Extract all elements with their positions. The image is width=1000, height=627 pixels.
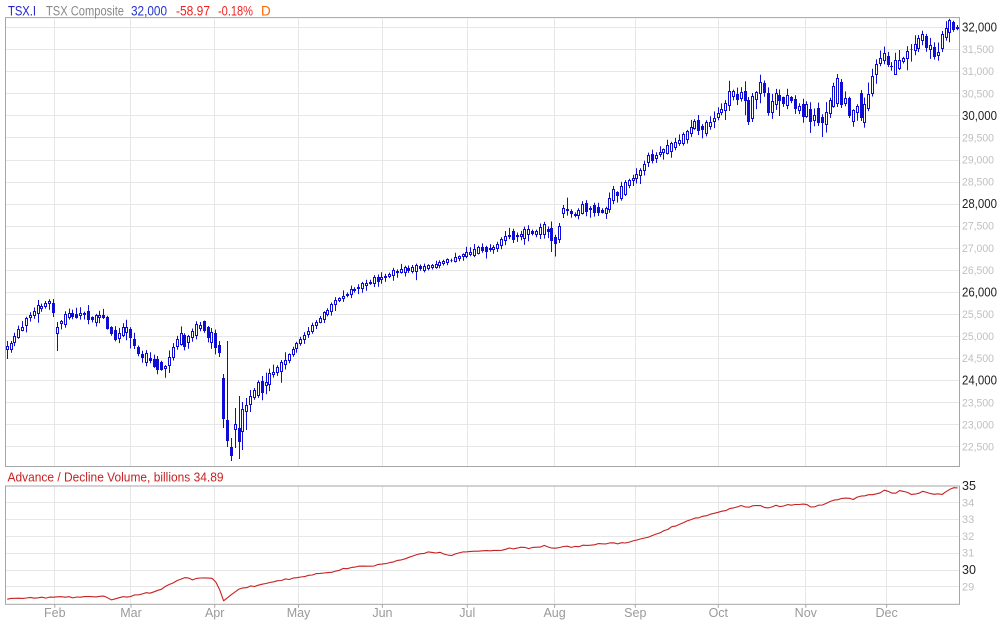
svg-text:Jul: Jul [459, 606, 475, 620]
svg-text:27,500: 27,500 [962, 221, 994, 233]
svg-text:31: 31 [962, 548, 974, 560]
svg-text:Aug: Aug [543, 606, 565, 620]
svg-text:Mar: Mar [120, 606, 142, 620]
svg-text:26,500: 26,500 [962, 265, 994, 277]
svg-text:TSX Composite: TSX Composite [46, 4, 124, 19]
svg-text:33: 33 [962, 514, 974, 526]
svg-text:27,000: 27,000 [962, 243, 994, 255]
svg-text:Jun: Jun [372, 606, 392, 620]
svg-text:Oct: Oct [709, 606, 729, 620]
svg-text:26,000: 26,000 [962, 285, 997, 299]
svg-text:-58.97: -58.97 [176, 4, 210, 19]
svg-text:23,000: 23,000 [962, 419, 994, 431]
svg-text:29,000: 29,000 [962, 155, 994, 167]
svg-text:-0.18%: -0.18% [218, 4, 253, 19]
svg-text:31,000: 31,000 [962, 66, 994, 78]
svg-text:Nov: Nov [795, 606, 818, 620]
svg-text:32: 32 [962, 531, 974, 543]
svg-text:32,000: 32,000 [962, 21, 997, 35]
svg-text:Apr: Apr [205, 606, 224, 620]
svg-text:Feb: Feb [44, 606, 66, 620]
svg-text:22,500: 22,500 [962, 441, 994, 453]
svg-text:34: 34 [962, 497, 974, 509]
svg-text:25,500: 25,500 [962, 309, 994, 321]
svg-text:29: 29 [962, 581, 974, 593]
svg-text:28,000: 28,000 [962, 197, 997, 211]
svg-text:25,000: 25,000 [962, 331, 994, 343]
svg-text:30,000: 30,000 [962, 109, 997, 123]
svg-text:23,500: 23,500 [962, 397, 994, 409]
svg-text:D: D [261, 4, 271, 19]
svg-text:May: May [287, 606, 311, 620]
svg-text:24,500: 24,500 [962, 353, 994, 365]
svg-text:Sep: Sep [624, 606, 646, 620]
svg-text:Dec: Dec [875, 606, 897, 620]
svg-text:32,000: 32,000 [131, 4, 167, 19]
svg-text:30,500: 30,500 [962, 88, 994, 100]
svg-text:31,500: 31,500 [962, 44, 994, 56]
svg-text:29,500: 29,500 [962, 132, 994, 144]
svg-text:24,000: 24,000 [962, 374, 997, 388]
svg-text:35: 35 [962, 479, 976, 493]
svg-text:TSX.I: TSX.I [8, 4, 36, 19]
svg-text:28,500: 28,500 [962, 177, 994, 189]
svg-text:30: 30 [962, 563, 976, 577]
svg-text:Advance / Decline Volume, bill: Advance / Decline Volume, billions 34.89 [8, 470, 224, 485]
